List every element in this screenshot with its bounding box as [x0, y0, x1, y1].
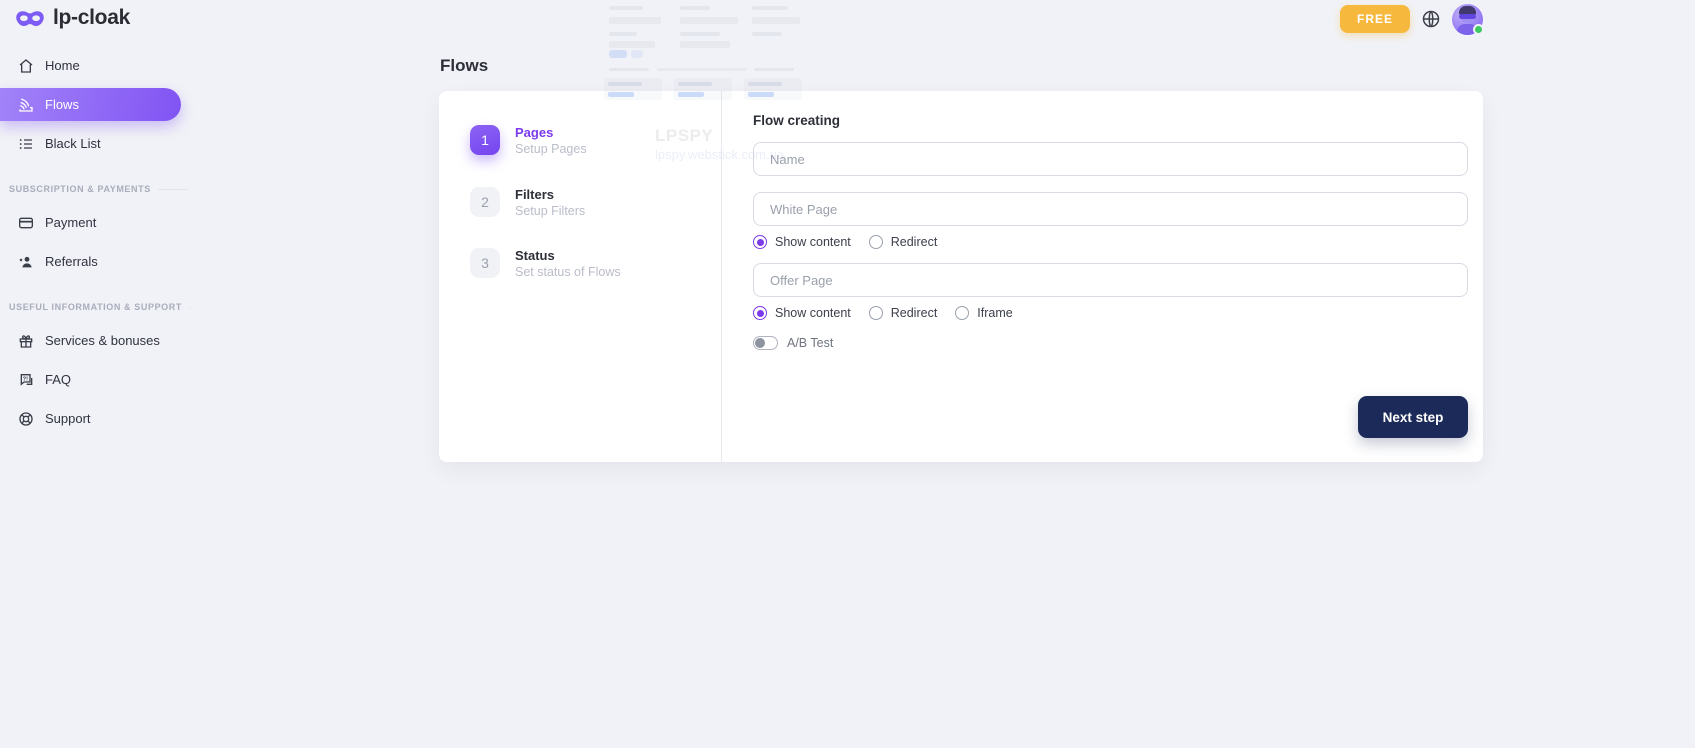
- flow-creating-card: 1 Pages Setup Pages 2 Filters Setup Filt…: [439, 91, 1483, 462]
- sidebar-item-support[interactable]: Support: [0, 402, 200, 435]
- sidebar-item-flows[interactable]: Flows: [0, 88, 181, 121]
- step-pages[interactable]: 1 Pages Setup Pages: [470, 125, 587, 156]
- radio-unselected-icon: [955, 306, 970, 320]
- offer-iframe-radio[interactable]: Iframe: [955, 306, 1013, 320]
- brand-logo[interactable]: lp-cloak: [15, 6, 130, 30]
- referrals-person-icon: [18, 254, 34, 270]
- sidebar-item-referrals[interactable]: Referrals: [0, 245, 200, 278]
- sidebar-item-label: Black List: [45, 136, 101, 151]
- blacklist-icon: [18, 136, 34, 152]
- svg-text:?!: ?!: [23, 376, 28, 382]
- sidebar-item-black-list[interactable]: Black List: [0, 127, 200, 160]
- language-globe-icon[interactable]: [1421, 9, 1441, 29]
- flow-name-input[interactable]: [753, 142, 1468, 176]
- step-title: Status: [515, 248, 555, 263]
- radio-selected-icon: [753, 306, 767, 320]
- next-step-button[interactable]: Next step: [1358, 396, 1468, 438]
- payment-card-icon: [18, 215, 34, 231]
- white-redirect-radio[interactable]: Redirect: [868, 235, 937, 249]
- sidebar-item-label: FAQ: [45, 372, 72, 387]
- plan-free-badge[interactable]: FREE: [1339, 5, 1410, 33]
- mask-logo-icon: [15, 7, 45, 30]
- gift-icon: [18, 333, 34, 349]
- ab-test-label: A/B Test: [787, 336, 834, 350]
- offer-page-input[interactable]: [753, 263, 1468, 297]
- toggle-knob: [755, 337, 765, 348]
- step-subtitle: Setup Filters: [515, 204, 586, 218]
- brand-name: lp-cloak: [53, 6, 130, 29]
- white-show-content-radio[interactable]: Show content: [753, 235, 851, 249]
- sidebar-item-faq[interactable]: ?! FAQ: [0, 363, 200, 396]
- white-page-mode-group: Show content Redirect: [753, 235, 1468, 249]
- sidebar-section-support: USEFUL INFORMATION & SUPPORT: [9, 302, 200, 312]
- home-icon: [18, 58, 34, 74]
- sidebar-item-label: Home: [45, 58, 80, 73]
- sidebar-section-subscription: SUBSCRIPTION & PAYMENTS: [9, 184, 200, 194]
- sidebar-item-label: Referrals: [45, 254, 98, 269]
- step-number-badge: 3: [470, 248, 500, 278]
- page-title: Flows: [440, 56, 489, 75]
- lifebuoy-icon: [18, 411, 34, 427]
- stepper-column: 1 Pages Setup Pages 2 Filters Setup Filt…: [439, 91, 722, 462]
- user-avatar[interactable]: [1452, 3, 1484, 35]
- step-status[interactable]: 3 Status Set status of Flows: [470, 248, 621, 279]
- sidebar-item-services-bonuses[interactable]: Services & bonuses: [0, 324, 200, 357]
- step-subtitle: Set status of Flows: [515, 265, 621, 279]
- topbar-right: FREE: [1339, 3, 1484, 35]
- step-subtitle: Setup Pages: [515, 142, 587, 156]
- step-title: Filters: [515, 187, 555, 202]
- step-filters[interactable]: 2 Filters Setup Filters: [470, 187, 585, 218]
- offer-page-mode-group: Show content Redirect Iframe: [753, 306, 1468, 320]
- sidebar-item-label: Support: [45, 411, 91, 426]
- flow-form: Flow creating Show content Redirect Show…: [722, 91, 1483, 462]
- sidebar-item-label: Services & bonuses: [45, 333, 160, 348]
- sidebar-item-label: Flows: [45, 97, 79, 112]
- sidebar-item-payment[interactable]: Payment: [0, 206, 200, 239]
- step-number-badge: 2: [470, 187, 500, 217]
- ab-test-toggle-row: A/B Test: [753, 336, 1468, 350]
- white-page-input[interactable]: [753, 192, 1468, 226]
- form-title: Flow creating: [753, 113, 841, 128]
- offer-redirect-radio[interactable]: Redirect: [868, 306, 937, 320]
- online-status-dot: [1473, 23, 1484, 35]
- radio-unselected-icon: [868, 235, 883, 249]
- ab-test-toggle[interactable]: [753, 336, 778, 350]
- radio-unselected-icon: [868, 306, 883, 320]
- radio-selected-icon: [753, 235, 767, 249]
- step-title: Pages: [515, 125, 554, 140]
- offer-show-content-radio[interactable]: Show content: [753, 306, 851, 320]
- step-number-badge: 1: [470, 125, 500, 155]
- sidebar: Home Flows Black List SUBSCRIPTION & PAY…: [0, 49, 200, 441]
- faq-bubble-icon: ?!: [18, 372, 34, 388]
- sidebar-item-label: Payment: [45, 215, 97, 230]
- flows-icon: [18, 97, 34, 113]
- sidebar-item-home[interactable]: Home: [0, 49, 200, 82]
